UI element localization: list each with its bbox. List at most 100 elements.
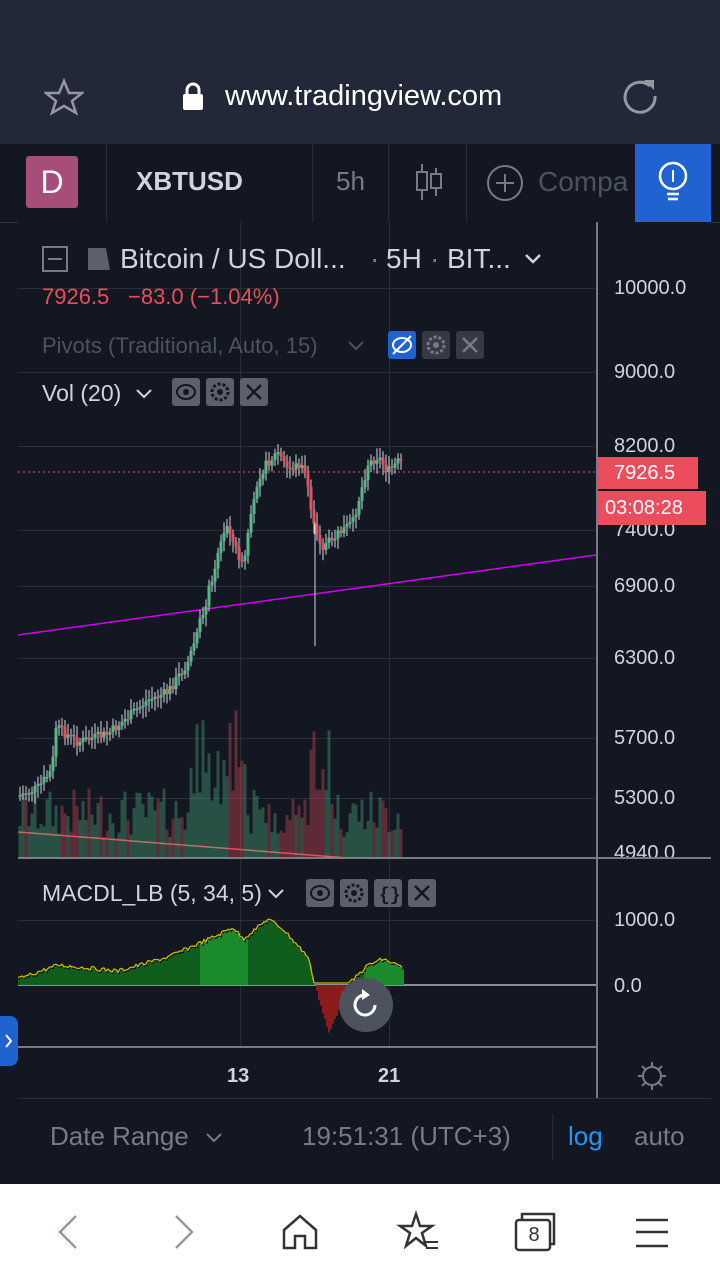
candle-body [261, 473, 265, 479]
macd-bar [98, 972, 100, 985]
macd-bar [224, 932, 226, 985]
reload-icon[interactable] [620, 76, 660, 116]
candle-body [231, 534, 235, 542]
candle-body [69, 734, 73, 737]
macd-bar [82, 968, 84, 985]
volume-bar [300, 817, 304, 858]
close-icon[interactable] [408, 879, 436, 907]
date-range-button[interactable]: Date Range [50, 1121, 189, 1151]
volume-bar [45, 799, 49, 858]
eye-icon[interactable] [172, 378, 200, 406]
user-avatar[interactable]: D [26, 156, 78, 208]
close-icon[interactable] [240, 378, 268, 406]
chart-settings-icon[interactable] [636, 1060, 668, 1092]
back-arrow-icon[interactable] [44, 1208, 92, 1256]
chevron-down-icon[interactable] [266, 886, 286, 902]
volume-bar [180, 817, 184, 858]
macd-bar [248, 938, 250, 985]
time-gridline [240, 222, 241, 1046]
chevron-down-icon[interactable] [204, 1130, 224, 1146]
pivots-indicator-label[interactable]: Pivots (Traditional, Auto, 15) [42, 333, 318, 358]
price-gridline [18, 372, 596, 373]
menu-icon[interactable] [628, 1208, 676, 1256]
candle-body [195, 632, 199, 644]
macd-bar [80, 970, 82, 985]
macd-canvas[interactable] [18, 859, 596, 1046]
macd-bar [252, 935, 254, 985]
macd-bar [62, 966, 64, 985]
home-icon[interactable] [276, 1208, 324, 1256]
macd-bar [332, 985, 334, 1024]
bookmark-star-icon[interactable] [44, 78, 84, 116]
expand-panel-tab[interactable] [0, 1016, 18, 1066]
reset-chart-button[interactable] [339, 978, 393, 1032]
source-code-icon[interactable]: {} [374, 879, 402, 907]
close-icon[interactable] [456, 331, 484, 359]
volume-bar [114, 837, 118, 858]
pane-separator[interactable] [18, 857, 711, 859]
price-chart-canvas[interactable] [18, 222, 596, 858]
chevron-down-icon[interactable] [134, 386, 154, 402]
candle-body [351, 517, 355, 522]
macd-bar [108, 971, 110, 985]
candles-icon[interactable] [412, 162, 446, 202]
volume-bar [99, 796, 103, 858]
symbol-search-button[interactable]: XBTUSD [136, 166, 243, 196]
volume-bar [366, 820, 370, 858]
candle-body [225, 526, 229, 533]
timezone-clock[interactable]: 19:51:31 (UTC+3) [302, 1121, 511, 1151]
volume-bar [138, 793, 142, 858]
volume-bar [387, 832, 391, 858]
settings-gear-icon[interactable] [422, 331, 450, 359]
forward-arrow-icon[interactable] [160, 1208, 208, 1256]
volume-bar [24, 798, 28, 858]
candle-body [93, 733, 97, 738]
volume-bar [279, 830, 283, 858]
macd-bar [88, 970, 90, 985]
volume-bar [123, 791, 127, 858]
volume-bar [270, 831, 274, 858]
macd-bar [334, 985, 336, 1019]
macd-bar [326, 985, 328, 1027]
volume-bar [90, 814, 94, 858]
log-scale-toggle[interactable]: log [568, 1121, 603, 1151]
bookmarks-icon[interactable] [394, 1208, 442, 1256]
volume-bar [198, 792, 202, 858]
candle-body [339, 530, 343, 534]
volume-indicator-label[interactable]: Vol (20) [42, 380, 122, 406]
eye-icon[interactable] [306, 879, 334, 907]
chart-toolbar [0, 144, 720, 223]
macd-bar [136, 966, 138, 985]
macd-bar [44, 970, 46, 985]
interval-button[interactable]: 5h [336, 166, 365, 196]
macd-bar [268, 921, 270, 985]
macd-bar [26, 977, 28, 985]
ideas-button[interactable] [635, 144, 711, 222]
macd-bar [100, 973, 102, 985]
url-text[interactable]: www.tradingview.com [225, 80, 503, 112]
symbol-title[interactable]: Bitcoin / US Doll... [120, 243, 346, 274]
volume-bar [102, 836, 106, 858]
volume-bar [33, 789, 37, 858]
macd-bar [52, 969, 54, 985]
auto-scale-toggle[interactable]: auto [634, 1121, 685, 1151]
settings-gear-icon[interactable] [340, 879, 368, 907]
chevron-down-icon[interactable] [346, 338, 366, 354]
hide-eye-icon[interactable] [388, 331, 416, 359]
settings-gear-icon[interactable] [206, 378, 234, 406]
volume-bar [87, 788, 91, 858]
candle-body [48, 771, 52, 777]
tabs-button[interactable]: 8 [510, 1208, 558, 1256]
volume-bar [150, 796, 154, 858]
add-compare-icon[interactable] [486, 164, 524, 202]
collapse-legend-icon[interactable] [42, 246, 68, 272]
support-line [18, 831, 349, 858]
chevron-down-icon[interactable] [522, 250, 544, 268]
volume-bar [213, 787, 217, 858]
macd-indicator-label[interactable]: MACDL_LB (5, 34, 5) [42, 880, 262, 906]
candle-body [27, 793, 31, 795]
candle-body [207, 585, 211, 607]
compare-button[interactable]: Compa [538, 166, 628, 197]
macd-bar [56, 966, 58, 985]
macd-bar [196, 948, 198, 985]
